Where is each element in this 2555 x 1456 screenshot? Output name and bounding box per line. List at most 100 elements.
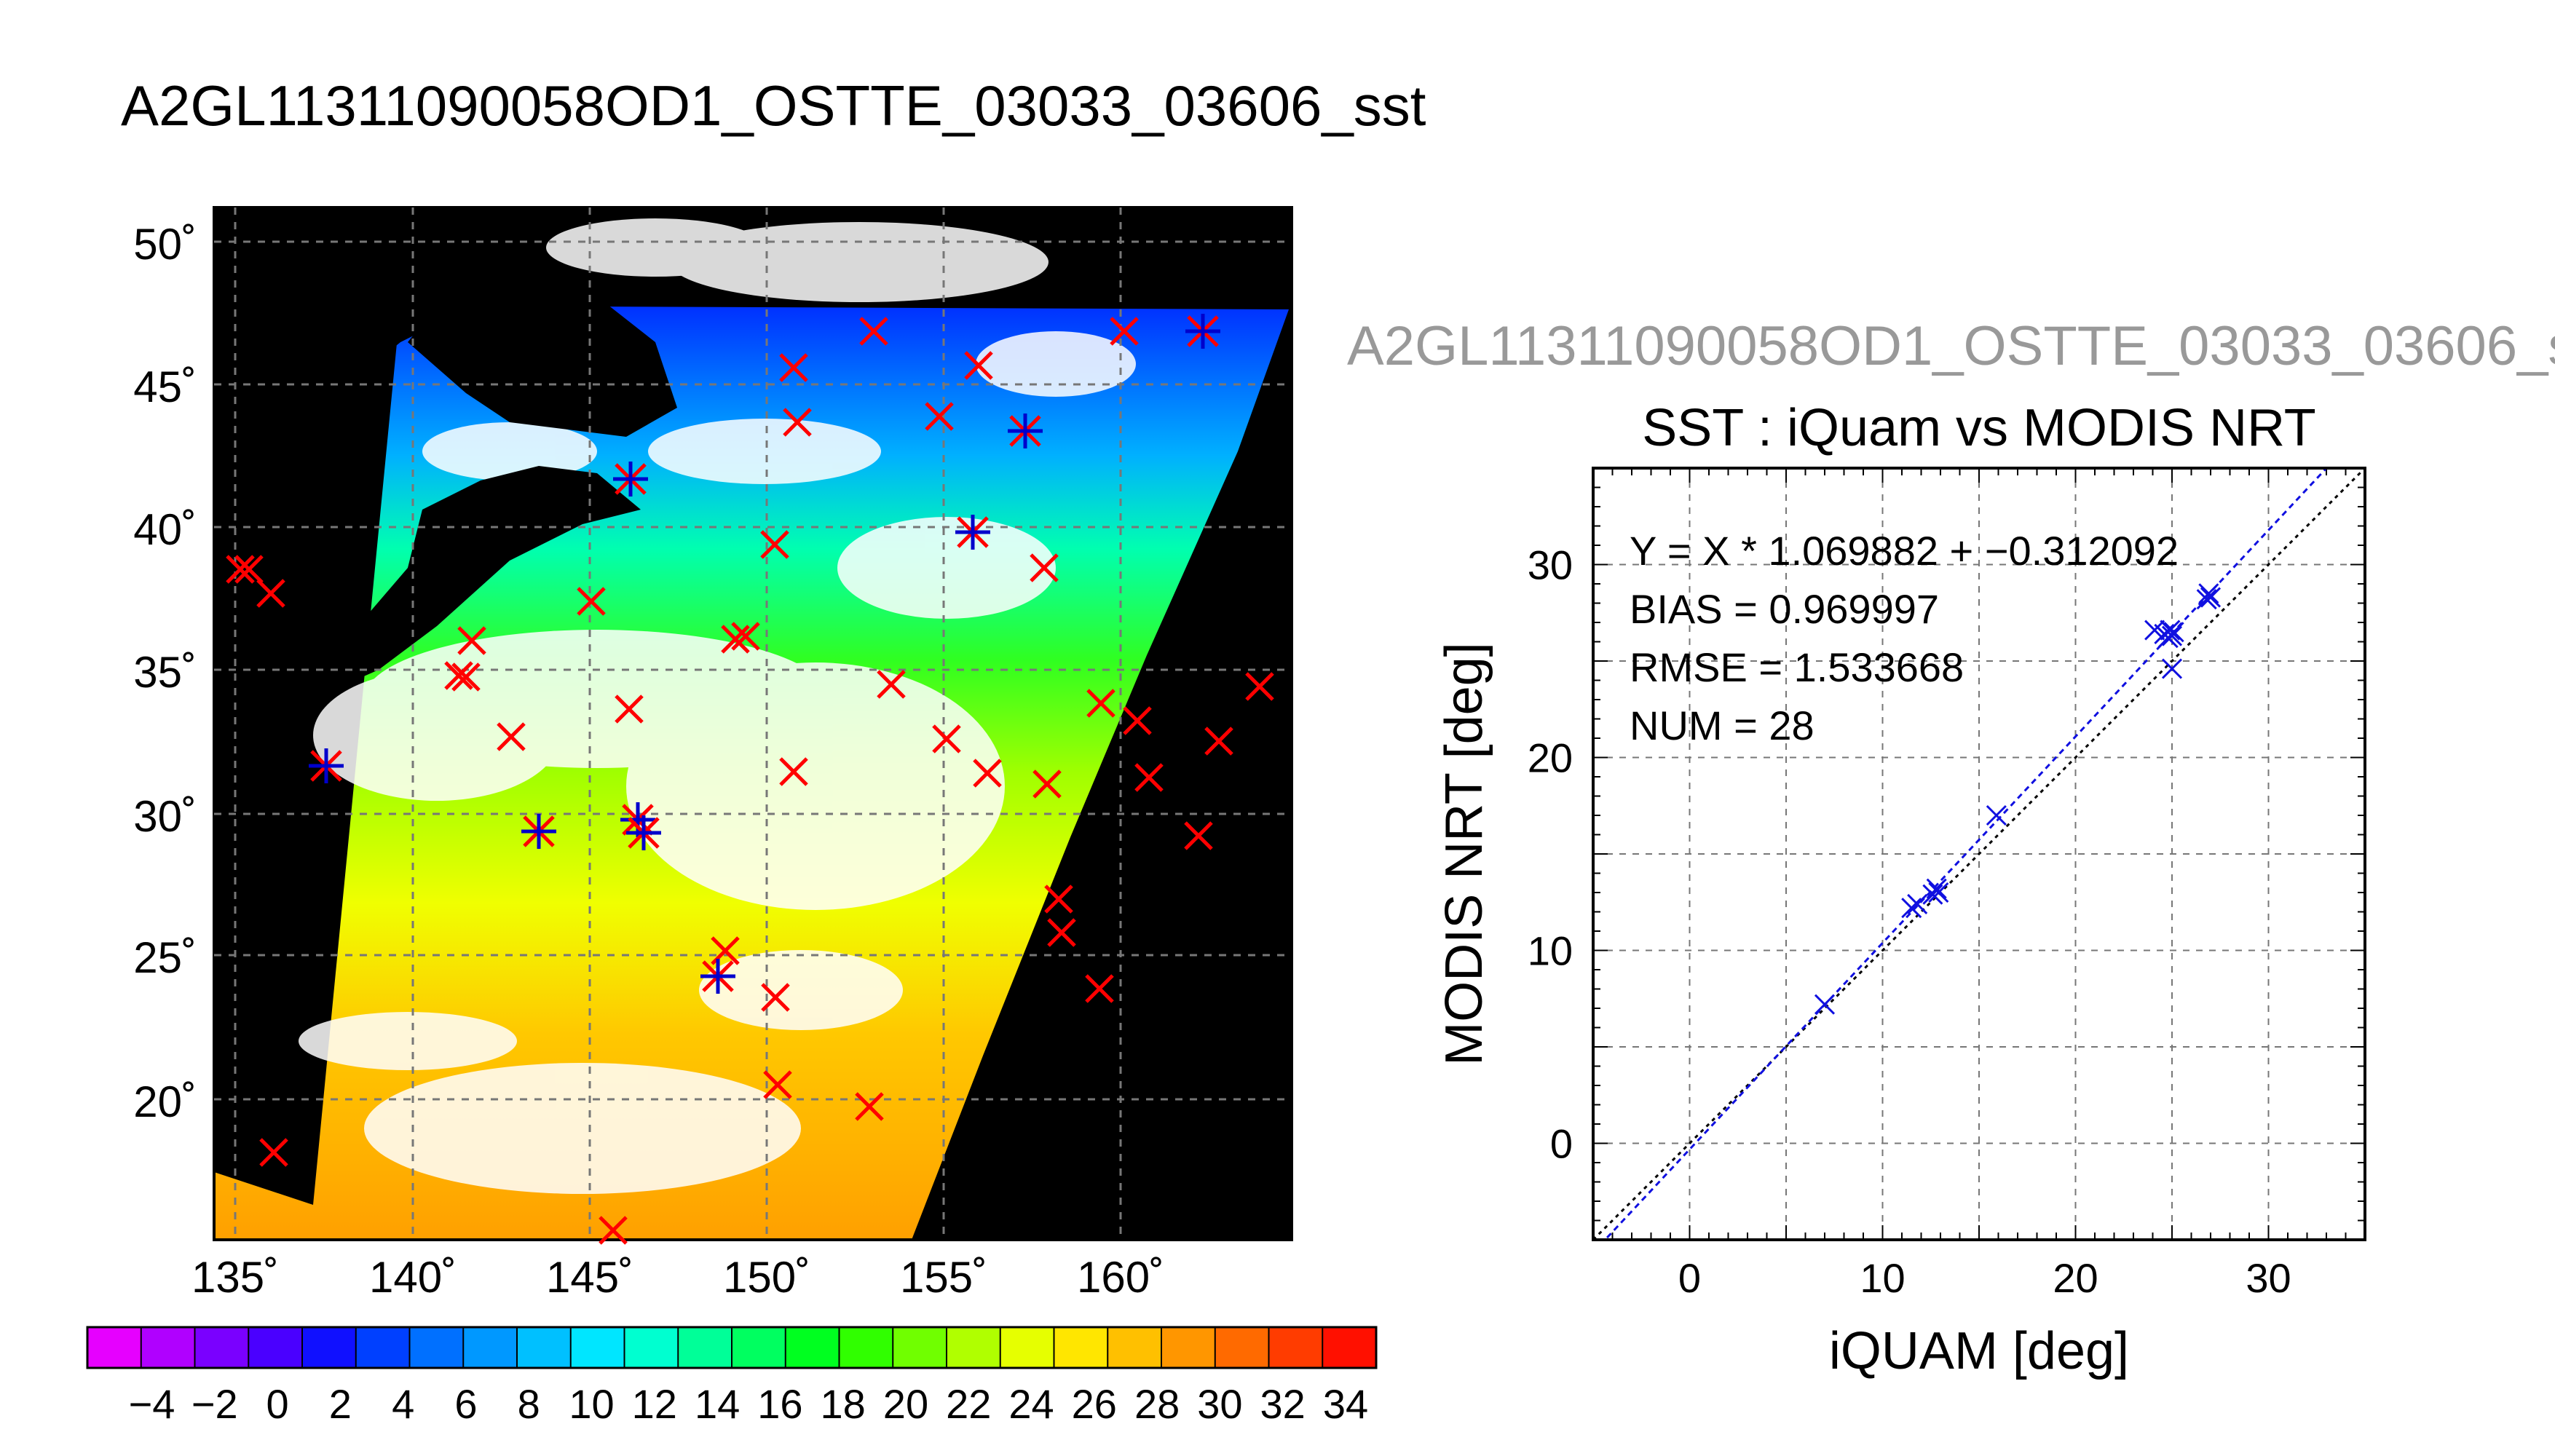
x-tick-label: 10 <box>1860 1255 1905 1301</box>
sample-marker <box>615 695 644 724</box>
sample-marker <box>599 1216 628 1245</box>
sample-marker <box>779 757 808 786</box>
x-axis-label: iQUAM [deg] <box>1829 1322 2129 1380</box>
colorbar-swatch <box>947 1327 1001 1368</box>
lon-tick-label: 155˚ <box>900 1253 987 1302</box>
x-tick-label: 20 <box>2053 1255 2098 1301</box>
map-markers <box>226 314 1274 1245</box>
sample-marker <box>1047 918 1076 947</box>
y-tick-label: 10 <box>1528 928 1573 974</box>
lat-tick-label: 40˚ <box>133 505 197 554</box>
colorbar-swatch <box>194 1327 250 1368</box>
sample-marker <box>256 579 285 608</box>
lon-tick-label: 140˚ <box>369 1253 457 1302</box>
colorbar-swatch <box>570 1327 625 1368</box>
colorbar-label: 20 <box>883 1381 928 1427</box>
sample-marker <box>1044 885 1073 914</box>
colorbar-label: 10 <box>569 1381 614 1427</box>
colorbar-label: 2 <box>329 1381 352 1427</box>
sample-marker <box>932 724 961 753</box>
data-point <box>2161 625 2183 646</box>
colorbar-label: 16 <box>757 1381 802 1427</box>
map-frame <box>213 206 1293 1241</box>
lon-tick-label: 135˚ <box>191 1253 279 1302</box>
colorbar-swatch <box>463 1327 518 1368</box>
colorbar-swatch <box>302 1327 357 1368</box>
sample-marker <box>973 759 1002 788</box>
colorbar-label: 18 <box>821 1381 866 1427</box>
lat-tick-label: 25˚ <box>133 933 197 982</box>
colorbar-label: 4 <box>392 1381 414 1427</box>
sample-marker <box>783 408 812 437</box>
y-axis-label: MODIS NRT [deg] <box>1435 642 1493 1066</box>
match-marker-cross <box>700 959 735 994</box>
data-point <box>1922 884 1943 905</box>
colorbar-label: 12 <box>632 1381 677 1427</box>
x-tick-label: 0 <box>1678 1255 1701 1301</box>
sample-marker <box>1110 317 1139 346</box>
scatter-plot: Y = X * 1.069882 + −0.312092 BIAS = 0.969… <box>1435 399 2366 1380</box>
lat-tick-label: 20˚ <box>133 1077 197 1126</box>
sample-marker <box>859 317 888 346</box>
colorbar-swatch <box>732 1327 786 1368</box>
y-tick-label: 0 <box>1550 1121 1573 1167</box>
lat-labels: 50˚ 45˚ 40˚ 35˚ 30˚ 25˚ 20˚ <box>133 220 197 1126</box>
data-point <box>2198 583 2219 604</box>
sample-marker <box>1134 763 1164 792</box>
x-tick-label: 30 <box>2246 1255 2291 1301</box>
colorbar-label: 22 <box>946 1381 991 1427</box>
colorbar-swatch <box>839 1327 894 1368</box>
lon-labels: 135˚ 140˚ 145˚ 150˚ 155˚ 160˚ <box>191 1253 1164 1302</box>
colorbar-swatch <box>248 1327 303 1368</box>
colorbar-label: −4 <box>129 1381 175 1427</box>
colorbar-swatch <box>1322 1327 1377 1368</box>
stats-line: Y = X * 1.069882 + −0.312092 <box>1630 528 2179 574</box>
sample-marker <box>1086 689 1115 718</box>
land-continent <box>214 207 481 612</box>
sample-marker <box>855 1092 884 1121</box>
land-honshu <box>306 466 641 699</box>
scatter-title: SST : iQuam vs MODIS NRT <box>1642 399 2316 457</box>
sample-marker <box>761 983 790 1012</box>
colorbar-label: 30 <box>1197 1381 1242 1427</box>
colorbar-swatch <box>1000 1327 1055 1368</box>
colorbar-label: 14 <box>695 1381 740 1427</box>
colorbar-label: −2 <box>191 1381 238 1427</box>
sub-title: A2GL11311090058OD1_OSTTE_03033_03606_s <box>1347 315 2555 377</box>
sample-marker <box>444 661 473 690</box>
colorbar-label: 34 <box>1323 1381 1368 1427</box>
colorbar-swatch <box>1161 1327 1216 1368</box>
match-marker-cross <box>309 748 344 783</box>
colorbar-swatch <box>1107 1327 1162 1368</box>
lon-tick-label: 160˚ <box>1077 1253 1164 1302</box>
cloud-cover <box>299 218 1136 1194</box>
data-point <box>2161 658 2183 679</box>
lon-tick-label: 145˚ <box>546 1253 633 1302</box>
colorbar-label: 24 <box>1008 1381 1054 1427</box>
identity-line <box>1593 468 2365 1240</box>
lat-tick-label: 30˚ <box>133 792 197 841</box>
data-point <box>1814 994 1836 1015</box>
sample-marker <box>877 670 906 699</box>
colorbar-swatch <box>409 1327 465 1368</box>
lat-tick-label: 35˚ <box>133 648 197 697</box>
data-point <box>1907 893 1928 914</box>
match-marker-cross <box>613 462 648 496</box>
sample-marker <box>577 587 606 616</box>
sample-marker <box>763 1070 792 1099</box>
sample-marker <box>964 351 993 380</box>
sample-marker <box>721 625 750 654</box>
sample-marker <box>925 402 954 431</box>
stats-line: RMSE = 1.533668 <box>1630 644 1964 690</box>
match-marker-cross <box>626 815 661 850</box>
sample-marker <box>451 662 481 692</box>
match-marker-cross <box>1008 414 1043 448</box>
sample-marker <box>1184 821 1213 850</box>
colorbar-swatch <box>141 1327 196 1368</box>
data-point <box>1926 878 1947 899</box>
sample-marker <box>731 622 760 651</box>
fit-line <box>1603 468 2329 1240</box>
sample-marker <box>497 722 526 751</box>
sample-marker <box>234 555 264 584</box>
